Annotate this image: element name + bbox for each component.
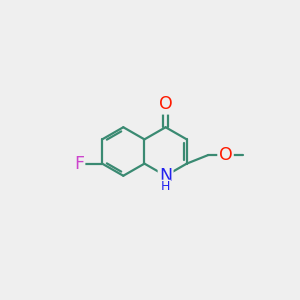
Text: O: O <box>219 146 232 164</box>
Text: H: H <box>161 180 170 193</box>
Text: N: N <box>159 167 172 185</box>
Text: O: O <box>159 95 172 113</box>
Text: F: F <box>74 154 84 172</box>
